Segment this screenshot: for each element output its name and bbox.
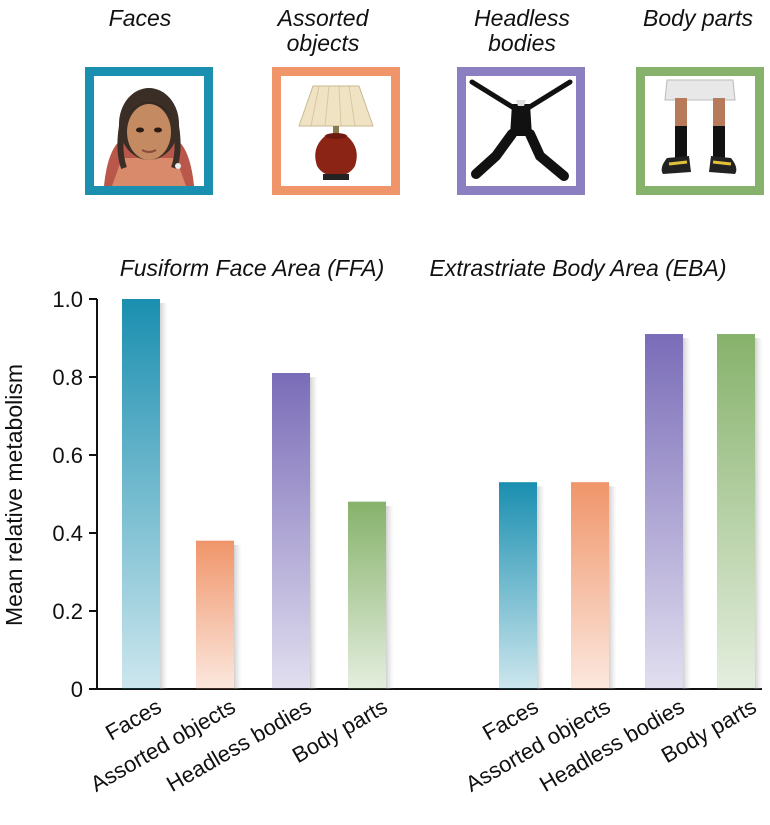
stimulus-label-line: Headless — [474, 5, 570, 31]
bar-1-3 — [717, 334, 755, 689]
stimulus-label-line: Faces — [108, 5, 172, 31]
stimulus-frame-body-parts — [636, 67, 764, 195]
bar-top-edge — [571, 482, 609, 485]
y-tick-label: 0 — [71, 677, 83, 702]
bar-1-0 — [499, 482, 537, 689]
stimulus-label-faces: Faces — [65, 6, 215, 31]
headless-body-photo-icon — [466, 76, 576, 186]
lamp-photo-icon — [281, 76, 391, 186]
bar-top-edge — [122, 299, 160, 301]
stimulus-label-line: Assorted — [277, 5, 369, 31]
bar-shadow — [310, 377, 318, 689]
bar-top-edge — [717, 334, 755, 337]
bar-shadow — [537, 486, 545, 689]
y-tick-label: 0.4 — [52, 521, 83, 546]
y-ticks: 0 0.2 0.4 0.6 0.8 1.0 — [52, 287, 97, 702]
stimulus-label-line: objects — [286, 30, 360, 56]
bar-top-edge — [196, 540, 234, 543]
bar-0-0 — [122, 299, 160, 689]
group-title-eba: Extrastriate Body Area (EBA) — [430, 255, 727, 281]
stimulus-frame-assorted-objects — [272, 67, 400, 195]
bar-top-edge — [272, 373, 310, 376]
y-axis-label: Mean relative metabolism — [1, 364, 27, 626]
bar-shadow — [386, 505, 394, 689]
stimulus-label-line: Body parts — [643, 5, 753, 31]
y-tick-label: 1.0 — [52, 287, 83, 312]
bar-0-1 — [196, 540, 234, 689]
legs-photo-icon — [645, 76, 755, 186]
face-photo-icon — [94, 76, 204, 186]
stimulus-frame-faces — [85, 67, 213, 195]
bar-top-edge — [348, 501, 386, 504]
stimulus-label-body-parts: Body parts — [623, 6, 770, 31]
bar-shadow — [609, 486, 617, 689]
y-tick-label: 0.2 — [52, 599, 83, 624]
bar-1-1 — [571, 482, 609, 689]
stimulus-label-line: bodies — [488, 30, 556, 56]
bar-top-edge — [645, 334, 683, 337]
bar-shadow — [234, 544, 242, 689]
bar-shadow — [683, 338, 691, 689]
group-title-ffa: Fusiform Face Area (FFA) — [120, 255, 385, 281]
bar-0-2 — [272, 373, 310, 689]
bar-shadow — [755, 338, 763, 689]
y-tick-label: 0.8 — [52, 365, 83, 390]
stimulus-frame-headless-bodies — [457, 67, 585, 195]
bar-shadow — [160, 303, 168, 689]
stimulus-label-assorted-objects: Assorted objects — [248, 6, 398, 56]
bar-1-2 — [645, 334, 683, 689]
y-tick-label: 0.6 — [52, 443, 83, 468]
bar-top-edge — [499, 482, 537, 485]
bar-0-3 — [348, 501, 386, 689]
stimulus-label-headless-bodies: Headless bodies — [447, 6, 597, 56]
bars — [122, 299, 763, 689]
